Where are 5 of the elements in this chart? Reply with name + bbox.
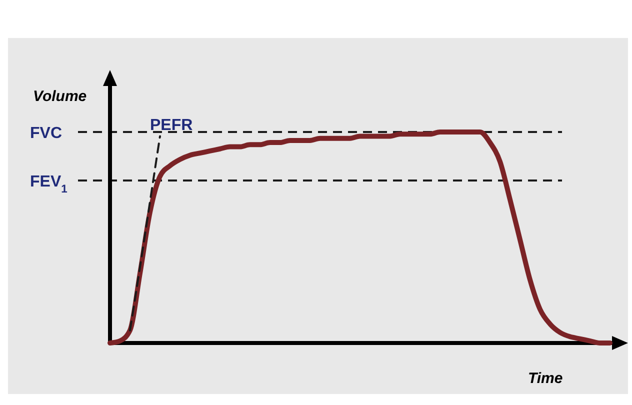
ref-line-label: FEV$_{1}$ [30, 174, 68, 196]
ref-line-label: FVC [30, 125, 62, 142]
y-axis-title: Volume [33, 88, 87, 105]
series-label: PEFR [150, 117, 194, 134]
x-axis-title: Time [528, 370, 563, 387]
